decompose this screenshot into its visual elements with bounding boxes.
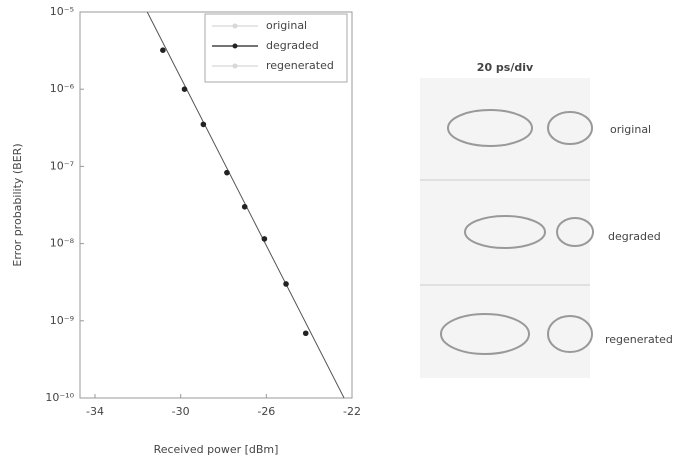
legend-marker [232,23,238,29]
x-tick-label: -22 [343,405,361,418]
y-tick-label: 10⁻¹⁰ [45,391,74,404]
data-point [283,281,289,287]
legend-marker [232,63,238,69]
legend-box [204,13,348,83]
eye [556,217,594,247]
y-tick-label: 10⁻⁷ [50,159,74,172]
y-axis-label: Error probability (BER) [11,143,24,266]
eye [447,109,533,147]
eye-label: regenerated [605,333,673,346]
eye-diagrams: 20 ps/div original degraded regenerated [420,61,673,378]
x-tick-label: -34 [86,405,104,418]
data-point [261,236,268,242]
eye [440,313,530,355]
data-point [200,121,207,128]
eye-label: degraded [608,230,661,243]
y-tick-label: 10⁻⁸ [50,237,75,250]
x-tick-label: -26 [257,405,275,418]
x-tick-label: -30 [172,405,190,418]
legend-label: degraded [266,39,319,52]
legend [204,13,348,83]
data-point [160,47,166,54]
legend-label: original [266,19,307,32]
x-axis-label: Received power [dBm] [154,443,279,456]
y-tick-label: 10⁻⁶ [50,82,75,95]
y-tick-label: 10⁻⁵ [50,5,74,18]
plot-frame [79,11,353,399]
data-point [224,169,230,176]
eye [547,111,593,145]
data-point [241,203,248,210]
eye [547,315,593,353]
data-point [302,330,309,337]
eye-scale: 20 ps/div [477,61,534,74]
y-tick-label: 10⁻⁹ [50,314,74,327]
eye-background [420,78,590,378]
data-point [181,86,188,92]
legend-label: regenerated [266,59,334,72]
legend-marker [232,43,238,49]
eye [464,215,546,249]
eye-label: original [610,123,651,136]
